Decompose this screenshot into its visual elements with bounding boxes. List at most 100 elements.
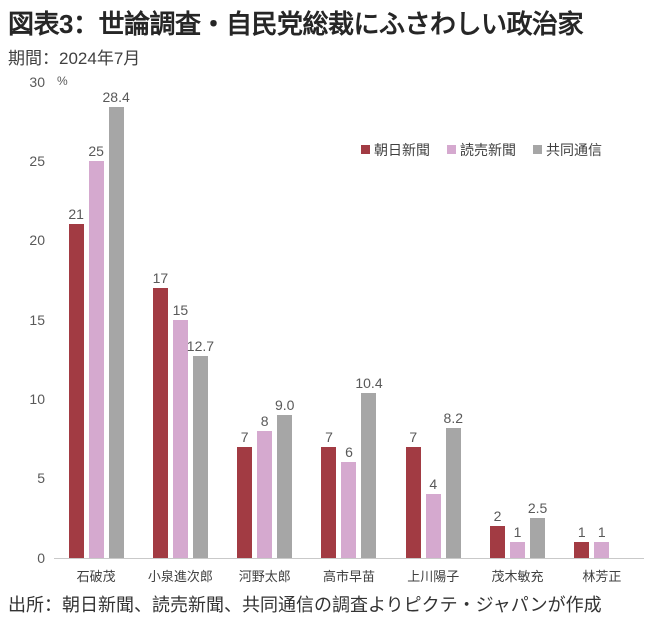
chart-subtitle: 期間：2024年7月 bbox=[8, 48, 141, 68]
y-axis-tick-label: 30 bbox=[29, 73, 45, 90]
x-axis-category-label: 林芳正 bbox=[582, 568, 622, 584]
bar-slot: 9.0 bbox=[274, 82, 295, 558]
y-axis-tick-label: 20 bbox=[29, 232, 45, 249]
bar-value-label: 7 bbox=[409, 428, 418, 445]
source-note: 出所：朝日新聞、読売新聞、共同通信の調査よりピクテ・ジャパンが作成 bbox=[8, 594, 602, 615]
bar bbox=[172, 319, 188, 558]
bar bbox=[341, 462, 357, 558]
x-axis-labels: 石破茂 小泉進次郎 河野太郎 高市早苗 上川陽子 茂木敏充 林芳正 bbox=[54, 559, 644, 585]
legend-label: 朝日新聞 bbox=[374, 141, 430, 158]
bar-slot: 25 bbox=[88, 82, 104, 558]
bar-group: 17 15 12.7 bbox=[153, 82, 214, 558]
bar-slot: 28.4 bbox=[103, 82, 130, 558]
bar bbox=[530, 517, 546, 558]
bar-value-label: 8.2 bbox=[443, 409, 463, 426]
bar-value-label: 2 bbox=[493, 507, 502, 524]
bar bbox=[277, 414, 293, 558]
x-axis-category-label: 茂木敏充 bbox=[491, 568, 544, 584]
bar-slot: 1 bbox=[510, 82, 526, 558]
bar-slot: 6 bbox=[341, 82, 357, 558]
y-axis-tick-label: 5 bbox=[37, 470, 45, 487]
legend-swatch-icon bbox=[447, 145, 456, 155]
bar bbox=[152, 287, 168, 558]
legend-item: 朝日新聞 bbox=[361, 140, 430, 160]
x-axis-category-label: 高市早苗 bbox=[322, 568, 375, 584]
bar bbox=[88, 160, 104, 558]
bar-value-label: 28.4 bbox=[102, 88, 130, 105]
bar-group: 7 4 8.2 bbox=[405, 82, 463, 558]
bar-slot: 17 bbox=[153, 82, 168, 558]
bar-value-label: 25 bbox=[88, 142, 104, 159]
bar bbox=[574, 541, 590, 558]
legend-item: 共同通信 bbox=[533, 140, 602, 160]
y-axis-tick-label: 15 bbox=[29, 311, 45, 328]
bar-value-label: 1 bbox=[513, 523, 522, 540]
bar-slot: 8.2 bbox=[443, 82, 463, 558]
bar-slot: 8 bbox=[257, 82, 273, 558]
bar-value-label: 4 bbox=[429, 476, 438, 493]
bar bbox=[257, 430, 273, 558]
bar-value-label: 7 bbox=[325, 428, 333, 445]
bar-value-label: 2.5 bbox=[527, 499, 548, 516]
bar-slot: 1 bbox=[574, 82, 590, 558]
y-axis-unit-label: % bbox=[57, 73, 68, 88]
bar-group: 21 25 28.4 bbox=[68, 82, 130, 558]
bar bbox=[405, 446, 421, 558]
chart-title: 図表3：世論調査・自民党総裁にふさわしい政治家 bbox=[8, 9, 583, 39]
bar-value-label: 9.0 bbox=[274, 396, 295, 413]
bar-slot: 7 bbox=[405, 82, 421, 558]
bar-value-label: 12.7 bbox=[186, 338, 215, 355]
legend-label: 共同通信 bbox=[546, 141, 602, 158]
bar-value-label: 8 bbox=[260, 412, 269, 429]
bar-slot: 7 bbox=[237, 82, 253, 558]
legend-label: 読売新聞 bbox=[460, 141, 516, 158]
plot-area: % 0 5 10 15 20 25 30 21 25 28.4 17 15 12.7 7 8 9.0 7 6 10… bbox=[29, 75, 644, 565]
bar bbox=[445, 427, 461, 558]
legend-item: 読売新聞 bbox=[447, 140, 516, 160]
bar-group: 7 6 10.4 bbox=[321, 82, 383, 558]
bar bbox=[321, 446, 337, 558]
bar-slot: 15 bbox=[173, 82, 188, 558]
bar bbox=[237, 446, 253, 558]
bar bbox=[361, 392, 377, 558]
bar-value-label: 10.4 bbox=[355, 374, 383, 391]
y-axis-tick-label: 10 bbox=[29, 390, 45, 407]
bar-value-label: 21 bbox=[68, 206, 84, 223]
x-axis-category-label: 石破茂 bbox=[76, 568, 116, 584]
bar bbox=[68, 224, 84, 558]
bar-groups: 21 25 28.4 17 15 12.7 7 8 9.0 7 6 10.4 7 4 8.2 2 1 2.5 1 1 bbox=[54, 82, 644, 558]
bar-slot bbox=[614, 82, 629, 558]
y-axis-tick-label: 0 bbox=[37, 549, 45, 566]
legend-swatch-icon bbox=[533, 145, 542, 155]
y-axis-tick-label: 25 bbox=[29, 152, 45, 169]
bar-value-label: 17 bbox=[152, 269, 169, 286]
legend: 朝日新聞 読売新聞 共同通信 bbox=[361, 140, 602, 160]
bar-group: 7 8 9.0 bbox=[237, 82, 295, 558]
bar-value-label: 7 bbox=[240, 428, 249, 445]
bar bbox=[594, 541, 610, 558]
bar-group: 2 1 2.5 bbox=[490, 82, 548, 558]
bar-slot: 21 bbox=[68, 82, 84, 558]
bar bbox=[510, 541, 526, 558]
bar bbox=[192, 356, 208, 558]
bar-slot: 4 bbox=[425, 82, 441, 558]
bar bbox=[108, 106, 124, 558]
bar-chart: % 0 5 10 15 20 25 30 21 25 28.4 17 15 12.7 7 8 9.0 7 6 10… bbox=[8, 75, 648, 585]
x-axis-category-label: 河野太郎 bbox=[238, 568, 291, 584]
bar bbox=[425, 494, 441, 558]
bar-slot: 2 bbox=[490, 82, 506, 558]
bar bbox=[490, 525, 506, 558]
bar-slot: 7 bbox=[321, 82, 337, 558]
bar-slot: 2.5 bbox=[527, 82, 548, 558]
bar-value-label: 15 bbox=[172, 301, 189, 318]
x-axis-category-label: 上川陽子 bbox=[407, 568, 460, 584]
legend-swatch-icon bbox=[361, 145, 370, 155]
bar-value-label: 6 bbox=[345, 444, 353, 461]
bar-value-label: 1 bbox=[577, 523, 586, 540]
bar-slot: 12.7 bbox=[187, 82, 214, 558]
x-axis-category-label: 小泉進次郎 bbox=[147, 568, 213, 584]
bar-slot: 1 bbox=[594, 82, 610, 558]
bar-value-label: 1 bbox=[597, 523, 606, 540]
